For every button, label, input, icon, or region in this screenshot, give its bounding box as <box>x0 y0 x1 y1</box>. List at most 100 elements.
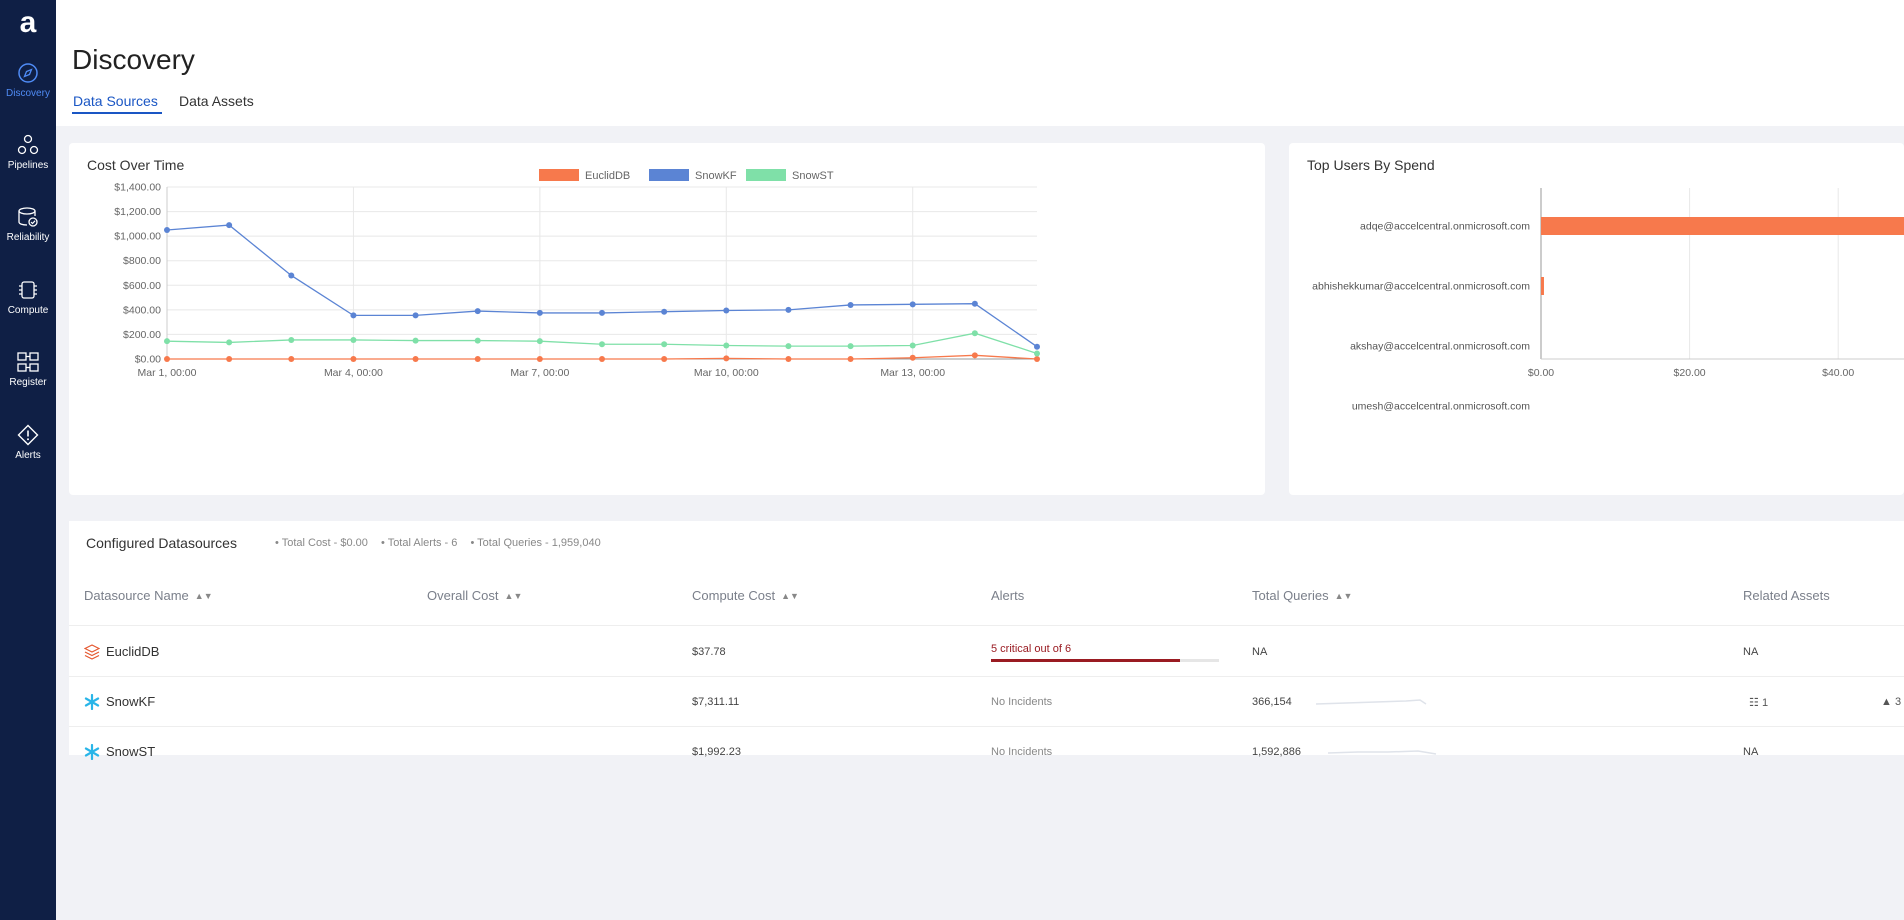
data-point <box>1034 356 1040 362</box>
legend-label: EuclidDB <box>585 170 630 182</box>
data-point <box>909 301 916 308</box>
alert-progress-fill <box>991 659 1181 662</box>
col-label: Overall Cost <box>427 588 499 603</box>
user-label: abhishekkumar@accelcentral.onmicrosoft.c… <box>1312 281 1530 293</box>
hierarchy-icon: ▲ <box>1881 696 1892 708</box>
data-point <box>350 356 357 362</box>
data-point <box>723 307 730 314</box>
bar <box>1541 277 1544 295</box>
col-related-assets: Related Assets <box>1743 588 1830 603</box>
app-logo[interactable]: a <box>19 6 37 39</box>
y-tick-label: $800.00 <box>123 255 161 267</box>
tab-data-sources[interactable]: Data Sources <box>73 93 158 109</box>
data-point <box>599 309 605 316</box>
datasource-name[interactable]: EuclidDB <box>106 644 160 659</box>
related-asset-count[interactable]: ☷ 1 <box>1749 696 1768 709</box>
data-point <box>226 356 233 362</box>
col-compute-cost[interactable]: Compute Cost ▲▼ <box>692 588 799 603</box>
total-queries: 1,592,886 <box>1252 746 1301 758</box>
sort-icon[interactable]: ▲▼ <box>1334 591 1353 601</box>
nav-item-compute[interactable]: Compute <box>0 279 56 339</box>
user-label: akshay@accelcentral.onmicrosoft.com <box>1350 341 1530 353</box>
total-queries-stat: • Total Queries - 1,959,040 <box>470 537 601 549</box>
datasource-name[interactable]: SnowST <box>106 744 156 759</box>
page-header: Discovery Data Sources Data Assets <box>56 0 1904 126</box>
col-overall-cost[interactable]: Overall Cost ▲▼ <box>427 588 522 603</box>
sort-icon[interactable]: ▲▼ <box>504 591 523 601</box>
total-alerts-stat: • Total Alerts - 6 <box>380 537 458 549</box>
data-point <box>1034 343 1040 350</box>
data-point <box>1034 350 1040 357</box>
y-tick-label: $1,000.00 <box>114 231 161 243</box>
data-point <box>288 272 295 279</box>
sidebar: a Discovery Pipelines Reliability C <box>0 0 56 920</box>
related-pipeline-count[interactable]: ▲ 3 <box>1881 696 1901 708</box>
data-point <box>661 308 668 315</box>
alerts-cell[interactable]: 5 critical out of 6 <box>991 643 1219 662</box>
cost-chart-title: Cost Over Time <box>87 157 185 173</box>
data-point <box>971 300 978 307</box>
snowflake-icon <box>84 744 100 760</box>
data-point <box>847 301 854 308</box>
data-point <box>536 356 543 362</box>
x-tick-label: Mar 7, 00:00 <box>510 367 569 379</box>
legend-swatch <box>539 169 579 181</box>
related-asset-b: 3 <box>1894 696 1902 708</box>
table-row[interactable]: EuclidDB $37.78 5 critical out of 6 NA N… <box>69 627 1904 677</box>
alerts-text: 5 critical out of 6 <box>991 643 1072 655</box>
datasources-title: Configured Datasources <box>86 535 237 551</box>
data-point <box>226 222 233 229</box>
sort-icon[interactable]: ▲▼ <box>781 591 799 601</box>
x-tick-label: Mar 1, 00:00 <box>138 367 197 379</box>
tab-data-assets[interactable]: Data Assets <box>179 93 254 109</box>
main-content: Discovery Data Sources Data Assets Cost … <box>56 0 1904 920</box>
col-datasource-name[interactable]: Datasource Name ▲▼ <box>84 588 213 603</box>
users-chart-title: Top Users By Spend <box>1307 157 1435 173</box>
data-point <box>412 312 419 319</box>
database-icon: ☷ <box>1749 697 1759 709</box>
data-point <box>350 336 357 343</box>
user-label: umesh@accelcentral.onmicrosoft.com <box>1352 401 1530 413</box>
total-queries: NA <box>1252 646 1268 658</box>
data-point <box>288 356 295 362</box>
related-assets: NA <box>1743 646 1759 658</box>
nav-item-discovery[interactable]: Discovery <box>0 62 56 122</box>
col-total-queries[interactable]: Total Queries ▲▼ <box>1252 588 1352 603</box>
nav-label: Alerts <box>15 450 41 461</box>
data-point <box>474 337 481 344</box>
compute-cost: $1,992.23 <box>692 746 741 758</box>
x-tick-label: $40.00 <box>1822 367 1854 379</box>
compute-cost: $37.78 <box>692 646 726 658</box>
data-point <box>164 227 170 233</box>
nav-item-register[interactable]: Register <box>0 351 56 411</box>
total-cost-stat: • Total Cost - $0.00 <box>275 537 368 549</box>
user-label: adqe@accelcentral.onmicrosoft.com <box>1360 221 1530 233</box>
nav-label: Pipelines <box>7 160 49 171</box>
datasources-table: Configured Datasources • Total Cost - $0… <box>69 521 1904 760</box>
chip-icon <box>19 281 37 299</box>
data-point <box>785 356 792 362</box>
table-row[interactable]: SnowST $1,992.23 No Incidents 1,592,886 … <box>69 727 1904 777</box>
related-assets: NA <box>1743 746 1759 758</box>
register-icon <box>17 352 39 372</box>
legend-swatch <box>746 169 786 181</box>
data-point <box>412 337 419 344</box>
cost-over-time-card: Cost Over Time $0.00 $200.00 $400.00 $600.0… <box>69 143 1265 495</box>
legend-label: SnowKF <box>695 170 737 182</box>
legend-label: SnowST <box>792 170 834 182</box>
table-row[interactable]: SnowKF $7,311.11 No Incidents 366,154 ☷ … <box>69 677 1904 727</box>
col-label: Total Queries <box>1252 588 1329 603</box>
cost-over-time-chart: $0.00 $200.00 $400.00 $600.00 $800.00 $1,000.… <box>114 169 1040 379</box>
nav-item-alerts[interactable]: Alerts <box>0 424 56 484</box>
related-asset-a: 1 <box>1761 697 1769 709</box>
pipelines-icon <box>17 134 39 155</box>
datasource-name[interactable]: SnowKF <box>106 694 156 709</box>
nav-item-pipelines[interactable]: Pipelines <box>0 134 56 194</box>
alert-icon <box>17 424 39 446</box>
data-point <box>164 338 170 345</box>
x-tick-label: Mar 13, 00:00 <box>880 367 945 379</box>
datasources-header: Configured Datasources • Total Cost - $0… <box>69 521 1904 566</box>
x-tick-label: Mar 4, 00:00 <box>324 367 383 379</box>
sort-icon[interactable]: ▲▼ <box>194 591 213 601</box>
nav-item-reliability[interactable]: Reliability <box>0 206 56 266</box>
